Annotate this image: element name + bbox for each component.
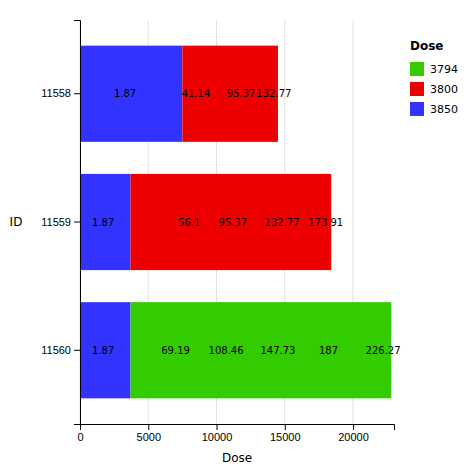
annotation: 187 [319,345,338,356]
y-axis: 11558 11559 11560 [41,21,80,425]
annotation: 1.87 [92,345,114,356]
x-tick-label: 20000 [338,431,369,443]
x-tick: 15000 [270,424,301,443]
y-tick: 11559 [41,216,80,228]
annotation: 41.14 [182,88,211,99]
annotation: 132.77 [256,88,291,99]
legend: Dose 3794 3800 3850 [410,39,458,116]
bar-segment [131,174,332,270]
annotation: 132.77 [265,217,300,228]
x-axis-line [81,425,395,431]
x-tick-mark [353,424,354,430]
legend-label: 3800 [430,83,458,96]
bars [80,46,391,399]
y-tick-mark [74,222,80,223]
x-axis: 0 5000 10000 15000 20000 [77,424,394,443]
legend-swatch [410,102,424,116]
x-tick: 0 [77,424,83,443]
x-tick-label: 5000 [137,431,161,443]
bar-segment [80,46,182,142]
x-axis-title: Dose [222,451,252,465]
x-tick-label: 0 [77,431,83,443]
y-tick-label: 11559 [41,216,71,228]
annotation: 69.19 [161,345,190,356]
bar-segment [80,302,131,398]
annotation: 226.27 [366,345,401,356]
annotation: 56.1 [178,217,200,228]
annotation: 1.87 [114,88,136,99]
legend-title: Dose [410,39,444,53]
x-tick: 5000 [137,424,161,443]
y-tick-label: 11558 [41,87,71,99]
x-tick-mark [285,424,286,430]
legend-label: 3794 [430,63,458,76]
annotation: 173.91 [308,217,343,228]
y-tick-label: 11560 [41,344,71,356]
chart: 0 5000 10000 15000 20000 11558 11559 11560 Dose I… [0,0,474,474]
y-axis-title: ID [10,215,23,229]
annotation: 95.37 [219,217,248,228]
annotation: 95.37 [227,88,256,99]
y-tick: 11558 [41,87,80,99]
annotations: 1.8741.1495.37132.771.8756.195.37132.771… [92,88,401,356]
legend-item: 3850 [410,102,458,116]
x-tick-mark [217,424,218,430]
annotation: 108.46 [209,345,244,356]
y-tick: 11560 [41,344,80,356]
legend-swatch [410,62,424,76]
y-tick-mark [74,93,80,94]
annotation: 1.87 [92,217,114,228]
x-tick: 10000 [202,424,233,443]
legend-swatch [410,82,424,96]
legend-item: 3794 [410,62,458,76]
plot: 0 5000 10000 15000 20000 11558 11559 11560 Dose I… [10,20,401,465]
annotation: 147.73 [260,345,295,356]
x-tick: 20000 [338,424,369,443]
x-tick-label: 15000 [270,431,301,443]
y-axis-line [74,21,81,425]
x-tick-label: 10000 [202,431,233,443]
legend-label: 3850 [430,103,458,116]
bar-segment [80,174,131,270]
bar-segment [131,302,392,398]
legend-item: 3800 [410,82,458,96]
y-tick-mark [74,350,80,351]
x-tick-mark [148,424,149,430]
